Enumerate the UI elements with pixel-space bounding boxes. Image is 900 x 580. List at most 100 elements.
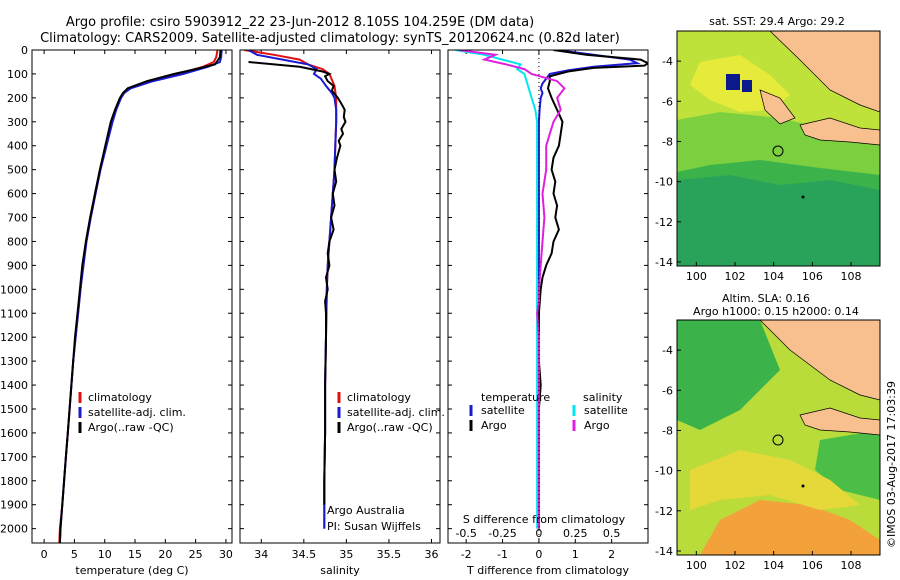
diff-legend-salinity-header: salinity [583, 391, 623, 404]
diff-legend-label-3: Argo [584, 419, 610, 432]
temp-ytick-label: 200 [7, 92, 28, 105]
sst-land-java [799, 117, 880, 146]
diff-legend-label-0: satellite [481, 404, 525, 417]
title-line-1: Argo profile: csiro 5903912_22 23-Jun-20… [66, 15, 534, 30]
diff-top-tick-label: 0.5 [603, 527, 621, 540]
diff-xtick-label: -1 [497, 548, 508, 561]
sla-map-frame [676, 319, 881, 556]
temp-xtick-label: 5 [71, 548, 78, 561]
imos-credit: ©IMOS 03-Aug-2017 17:03:39 [885, 381, 898, 548]
temp-xtick-label: 25 [189, 548, 203, 561]
sla-yellow-band [690, 450, 860, 510]
temp-xtick-label: 20 [158, 548, 172, 561]
temp-xlabel: temperature (deg C) [75, 564, 188, 577]
sal-legend-label-1: satellite-adj. clim. [347, 406, 445, 419]
sal-legend-label-0: climatology [347, 391, 411, 404]
sal-xtick-label: 35 [339, 548, 353, 561]
temp-xtick-label: 10 [98, 548, 112, 561]
temp-ytick-label: 1300 [0, 355, 28, 368]
temp-series-line-0 [58, 50, 219, 543]
temp-ytick-label: 1200 [0, 331, 28, 344]
sst-land-sumatra [690, 31, 880, 113]
sal-xtick-label: 36 [424, 548, 438, 561]
diff-series-line-3 [458, 50, 566, 529]
sla-warm-south [700, 500, 880, 555]
sal-xlabel: salinity [320, 564, 360, 577]
temp-xtick-label: 30 [219, 548, 233, 561]
temp-ytick-label: 100 [7, 68, 28, 81]
sla-map-xtick-label: 100 [686, 559, 707, 572]
temp-series-line-2 [58, 50, 222, 543]
sst-map-title: sat. SST: 29.4 Argo: 29.2 [709, 15, 845, 28]
sla-island [801, 484, 805, 488]
sla-map-xtick-label: 104 [763, 559, 784, 572]
temp-ytick-label: 0 [21, 44, 28, 57]
sst-map-ytick-label: -14 [655, 256, 673, 269]
diff-frame [447, 49, 649, 544]
sst-map-ytick-label: -8 [662, 135, 673, 148]
sla-map-xtick-label: 106 [802, 559, 823, 572]
temp-ytick-label: 1800 [0, 475, 28, 488]
sst-map-panel: sat. SST: 29.4 Argo: 29.2 100 102 104 106 10… [655, 15, 881, 283]
temp-ytick-label: 800 [7, 235, 28, 248]
diff-legend-label-1: Argo [481, 419, 507, 432]
sst-island [801, 195, 805, 199]
diff-legend-label-2: satellite [584, 404, 628, 417]
sla-land-sumatra [700, 320, 880, 401]
sal-series-line-1 [248, 50, 338, 529]
diff-xtick-label: 2 [608, 548, 615, 561]
sla-map-ytick-label: -4 [662, 344, 673, 357]
temp-series-line-1 [58, 50, 223, 543]
temp-ytick-label: 600 [7, 188, 28, 201]
sst-argo-marker [772, 145, 784, 157]
temp-ytick-label: 500 [7, 164, 28, 177]
sla-map-subtitle: Argo h1000: 0.15 h2000: 0.14 [693, 305, 859, 318]
sla-argo-marker [772, 434, 784, 446]
temp-ytick-label: 1700 [0, 451, 28, 464]
sal-annotation-line-1: Argo Australia [327, 504, 405, 517]
sal-annotation-line-2: PI: Susan Wijffels [327, 520, 421, 533]
diff-series-line-2 [455, 50, 539, 529]
temp-ytick-label: 900 [7, 259, 28, 272]
temp-ytick-label: 2000 [0, 523, 28, 536]
sal-legend-label-2: Argo(..raw -QC) [347, 421, 433, 434]
sla-land-java [799, 407, 880, 436]
sst-map-ytick-label: -10 [655, 176, 673, 189]
sla-map-axes: 100 102 104 106 108 -4 -6 -8 -10 -12 -14 [655, 344, 861, 572]
sla-map-ytick-label: -6 [662, 384, 673, 397]
salinity-panel: 34 34.5 35 35.5 36 salinity climatology satelli… [239, 49, 445, 577]
diff-top-tick-label: -0.5 [455, 527, 476, 540]
sst-map-ytick-label: -4 [662, 55, 673, 68]
sst-dark-pixel-b [742, 80, 752, 92]
temp-legend-label-1: satellite-adj. clim. [88, 406, 186, 419]
sla-map-ytick-label: -14 [655, 545, 673, 558]
sla-map-field [677, 320, 880, 555]
temp-ytick-label: 1900 [0, 499, 28, 512]
sla-green-region [677, 320, 780, 430]
sst-deep-south [677, 175, 880, 266]
sal-frame [239, 49, 441, 544]
sst-map-xtick-label: 100 [686, 270, 707, 283]
diff-series-line-1 [537, 50, 648, 529]
sst-map-xtick-label: 102 [725, 270, 746, 283]
temperature-panel: 0100200300400500600700800900100011001200… [0, 44, 233, 577]
temp-ytick-label: 1600 [0, 427, 28, 440]
sst-map-xtick-label: 106 [802, 270, 823, 283]
sla-map-xtick-label: 102 [725, 559, 746, 572]
temp-xtick-label: 15 [128, 548, 142, 561]
sal-xtick-label: 35.5 [377, 548, 402, 561]
temp-ytick-label: 1400 [0, 379, 28, 392]
diff-top-tick-label: 0 [535, 527, 542, 540]
sst-map-ytick-label: -6 [662, 95, 673, 108]
sla-map-title: Altim. SLA: 0.16 [722, 292, 810, 305]
temp-legend-label-0: climatology [88, 391, 152, 404]
diff-xtick-label: 0 [535, 548, 542, 561]
diff-top-tick-label: 0.25 [563, 527, 588, 540]
diff-xlabel: T difference from climatology [466, 564, 629, 577]
sst-map-field [677, 31, 880, 266]
sst-mid-band [677, 112, 880, 175]
sla-map-ytick-label: -8 [662, 424, 673, 437]
temp-ytick-label: 1500 [0, 403, 28, 416]
sal-series-line-0 [244, 50, 338, 529]
sst-map-xtick-label: 108 [841, 270, 862, 283]
